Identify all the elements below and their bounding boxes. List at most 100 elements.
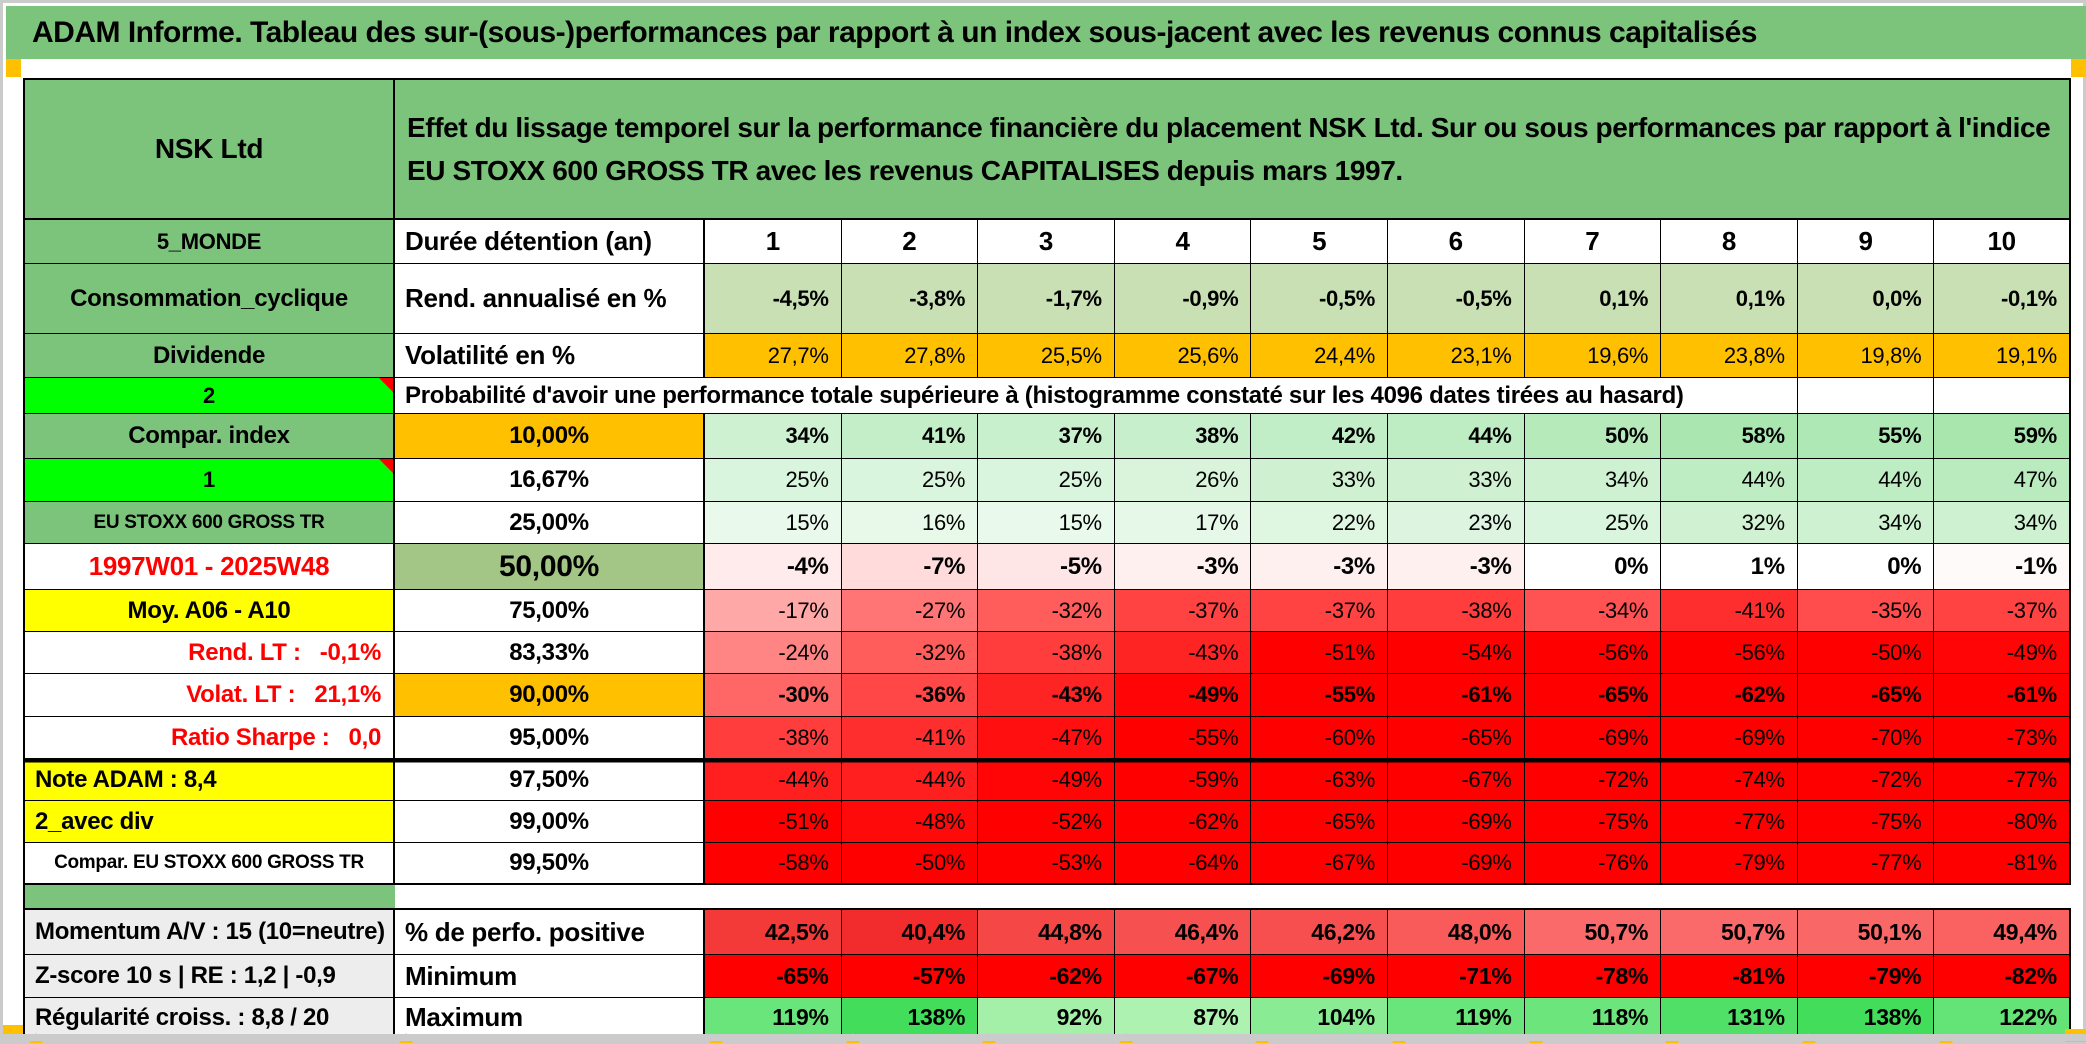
- row-label-a[interactable]: Dividende: [25, 334, 395, 378]
- value-cell[interactable]: 0%: [1797, 544, 1935, 590]
- row-label-b[interactable]: Maximum: [395, 998, 705, 1039]
- value-cell[interactable]: -4,5%: [705, 264, 842, 334]
- value-cell[interactable]: -50%: [1797, 632, 1935, 674]
- value-cell[interactable]: 32%: [1661, 502, 1798, 544]
- value-cell[interactable]: -41%: [841, 717, 979, 759]
- value-cell[interactable]: 44%: [1797, 459, 1935, 502]
- value-cell[interactable]: -69%: [1387, 843, 1525, 885]
- value-cell[interactable]: 138%: [1797, 998, 1935, 1039]
- value-cell[interactable]: 25,6%: [1114, 334, 1252, 378]
- value-cell[interactable]: 34%: [705, 414, 842, 459]
- value-cell[interactable]: -0,5%: [1251, 264, 1388, 334]
- value-cell[interactable]: -0,1%: [1934, 264, 2071, 334]
- value-cell[interactable]: -30%: [705, 674, 842, 717]
- duration-col-header[interactable]: 2: [841, 220, 979, 264]
- value-cell[interactable]: 59%: [1934, 414, 2071, 459]
- value-cell[interactable]: -36%: [841, 674, 979, 717]
- percentile-cell[interactable]: 99,00%: [395, 801, 705, 843]
- value-cell[interactable]: -81%: [1934, 843, 2071, 885]
- value-cell[interactable]: -0,5%: [1387, 264, 1525, 334]
- value-cell[interactable]: -62%: [1661, 674, 1798, 717]
- value-cell[interactable]: 37%: [978, 414, 1115, 459]
- value-cell[interactable]: 41%: [841, 414, 979, 459]
- row-label-a[interactable]: EU STOXX 600 GROSS TR: [25, 502, 395, 544]
- value-cell[interactable]: 15%: [978, 502, 1115, 544]
- value-cell[interactable]: 25%: [978, 459, 1115, 502]
- value-cell[interactable]: -51%: [705, 801, 842, 843]
- value-cell[interactable]: 34%: [1797, 502, 1935, 544]
- value-cell[interactable]: 87%: [1114, 998, 1252, 1039]
- value-cell[interactable]: 38%: [1114, 414, 1252, 459]
- value-cell[interactable]: -61%: [1387, 674, 1525, 717]
- value-cell[interactable]: -38%: [978, 632, 1115, 674]
- value-cell[interactable]: -32%: [978, 590, 1115, 632]
- value-cell[interactable]: -1%: [1934, 544, 2071, 590]
- value-cell[interactable]: 0,0%: [1797, 264, 1935, 334]
- value-cell[interactable]: 46,4%: [1114, 910, 1252, 955]
- duration-col-header[interactable]: 4: [1114, 220, 1252, 264]
- value-cell[interactable]: -62%: [978, 955, 1115, 998]
- value-cell[interactable]: -69%: [1387, 801, 1525, 843]
- value-cell[interactable]: 25%: [841, 459, 979, 502]
- row-label-a[interactable]: 2: [25, 378, 395, 414]
- row-label-a[interactable]: Ratio Sharpe : 0,0: [25, 717, 395, 759]
- value-cell[interactable]: -79%: [1661, 843, 1798, 885]
- value-cell[interactable]: 46,2%: [1251, 910, 1388, 955]
- value-cell[interactable]: 34%: [1934, 502, 2071, 544]
- value-cell[interactable]: -44%: [841, 759, 979, 801]
- duration-col-header[interactable]: 6: [1387, 220, 1525, 264]
- value-cell[interactable]: 104%: [1251, 998, 1388, 1039]
- value-cell[interactable]: 118%: [1524, 998, 1662, 1039]
- value-cell[interactable]: -37%: [1251, 590, 1388, 632]
- row-label-a[interactable]: Moy. A06 - A10: [25, 590, 395, 632]
- value-cell[interactable]: -55%: [1251, 674, 1388, 717]
- value-cell[interactable]: -51%: [1251, 632, 1388, 674]
- value-cell[interactable]: -35%: [1797, 590, 1935, 632]
- value-cell[interactable]: -56%: [1524, 632, 1662, 674]
- value-cell[interactable]: -43%: [1114, 632, 1252, 674]
- value-cell[interactable]: -59%: [1114, 759, 1252, 801]
- value-cell[interactable]: -65%: [1251, 801, 1388, 843]
- value-cell[interactable]: 44%: [1661, 459, 1798, 502]
- empty-cell[interactable]: [1797, 378, 1935, 414]
- row-label-a[interactable]: Z-score 10 s | RE : 1,2 | -0,9: [25, 955, 395, 998]
- percentile-cell[interactable]: 99,50%: [395, 843, 705, 885]
- value-cell[interactable]: -43%: [978, 674, 1115, 717]
- percentile-cell[interactable]: 50,00%: [395, 544, 705, 590]
- value-cell[interactable]: 50,7%: [1524, 910, 1662, 955]
- row-label-b[interactable]: Durée détention (an): [395, 220, 705, 264]
- value-cell[interactable]: -77%: [1797, 843, 1935, 885]
- value-cell[interactable]: 19,6%: [1524, 334, 1662, 378]
- duration-col-header[interactable]: 9: [1797, 220, 1935, 264]
- value-cell[interactable]: -69%: [1524, 717, 1662, 759]
- value-cell[interactable]: -56%: [1661, 632, 1798, 674]
- value-cell[interactable]: -32%: [841, 632, 979, 674]
- row-label-a[interactable]: 1997W01 - 2025W48: [25, 544, 395, 590]
- value-cell[interactable]: 23%: [1387, 502, 1525, 544]
- value-cell[interactable]: 50%: [1524, 414, 1662, 459]
- value-cell[interactable]: 48,0%: [1387, 910, 1525, 955]
- duration-col-header[interactable]: 10: [1934, 220, 2071, 264]
- value-cell[interactable]: -81%: [1661, 955, 1798, 998]
- value-cell[interactable]: 25%: [1524, 502, 1662, 544]
- value-cell[interactable]: 15%: [705, 502, 842, 544]
- value-cell[interactable]: -3%: [1387, 544, 1525, 590]
- value-cell[interactable]: -55%: [1114, 717, 1252, 759]
- percentile-cell[interactable]: 10,00%: [395, 414, 705, 459]
- value-cell[interactable]: -70%: [1797, 717, 1935, 759]
- value-cell[interactable]: -69%: [1661, 717, 1798, 759]
- value-cell[interactable]: -67%: [1251, 843, 1388, 885]
- value-cell[interactable]: 44,8%: [978, 910, 1115, 955]
- value-cell[interactable]: -72%: [1797, 759, 1935, 801]
- value-cell[interactable]: -58%: [705, 843, 842, 885]
- value-cell[interactable]: -65%: [1524, 674, 1662, 717]
- value-cell[interactable]: 27,7%: [705, 334, 842, 378]
- value-cell[interactable]: -76%: [1524, 843, 1662, 885]
- value-cell[interactable]: -27%: [841, 590, 979, 632]
- value-cell[interactable]: 50,1%: [1797, 910, 1935, 955]
- value-cell[interactable]: -54%: [1387, 632, 1525, 674]
- percentile-cell[interactable]: 90,00%: [395, 674, 705, 717]
- value-cell[interactable]: 0,1%: [1661, 264, 1798, 334]
- value-cell[interactable]: 119%: [1387, 998, 1525, 1039]
- value-cell[interactable]: -47%: [978, 717, 1115, 759]
